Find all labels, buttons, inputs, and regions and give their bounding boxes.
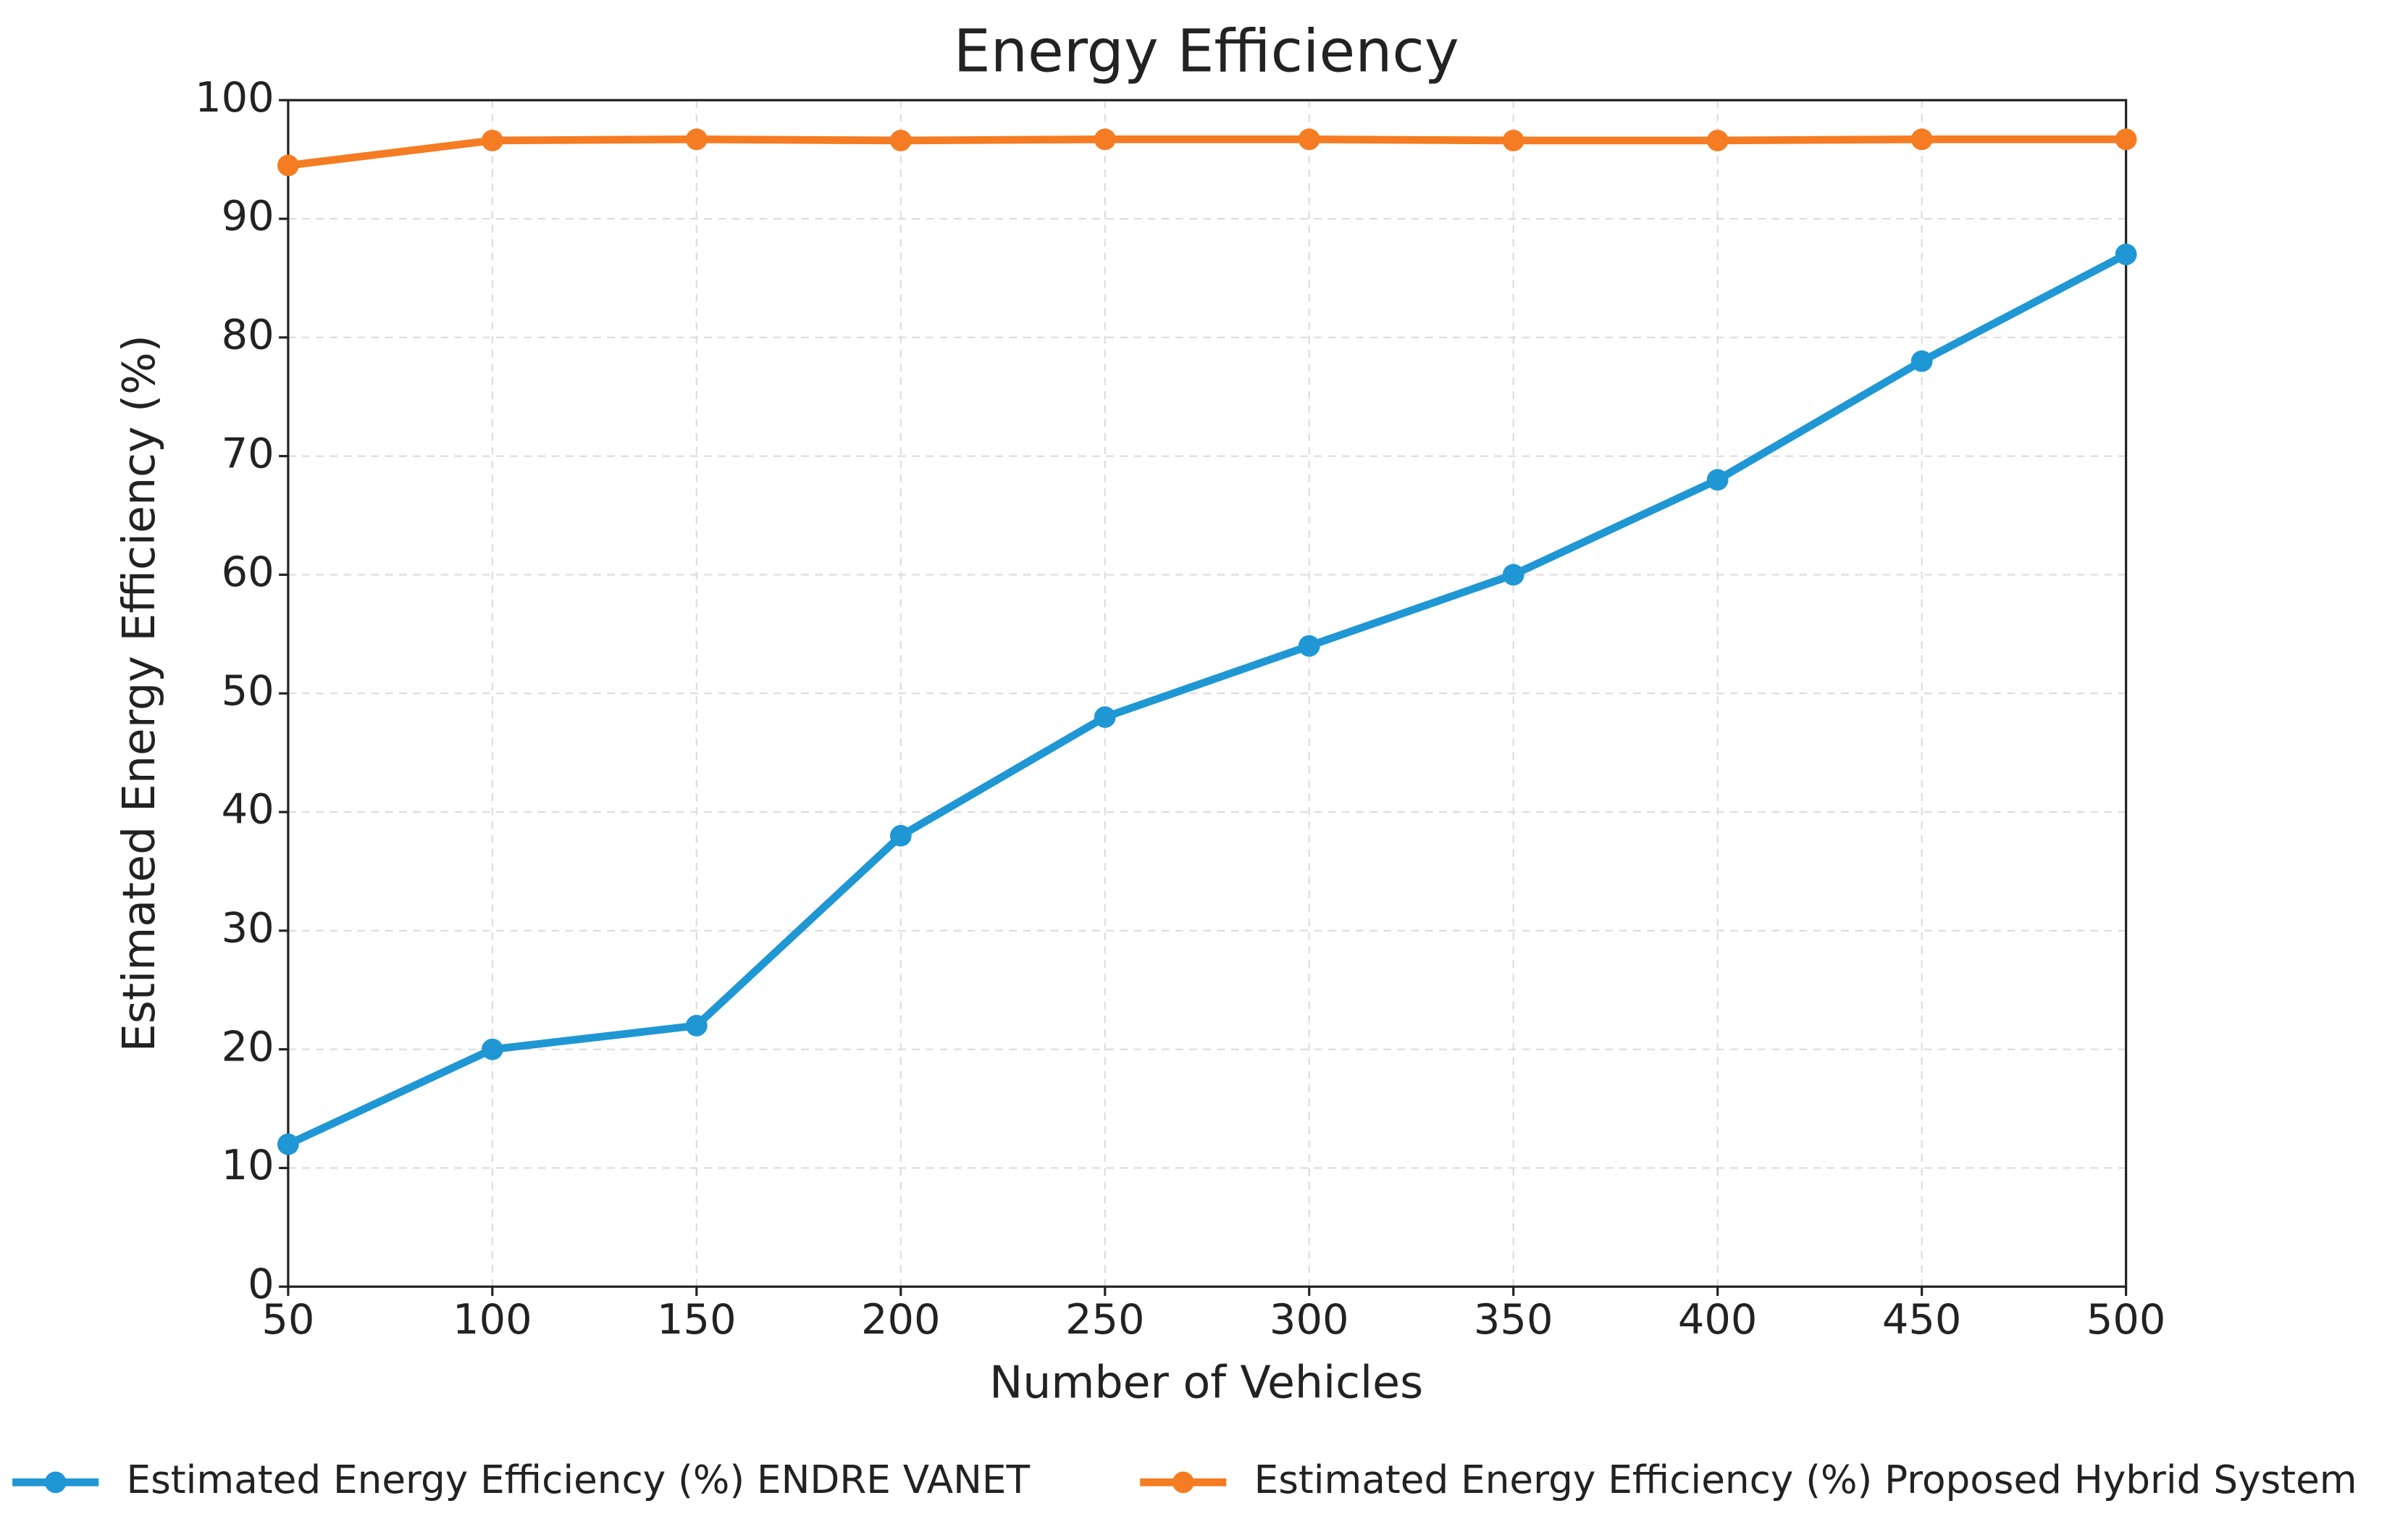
- y-tick-label: 0: [248, 1260, 274, 1308]
- y-tick-label: 40: [222, 785, 274, 834]
- data-point: [2115, 243, 2137, 266]
- x-tick-label: 300: [1270, 1295, 1349, 1344]
- y-tick-label: 70: [222, 429, 274, 477]
- legend-marker: [1172, 1471, 1194, 1494]
- data-point: [1094, 706, 1116, 728]
- y-tick-label: 30: [222, 903, 274, 952]
- data-point: [1706, 469, 1729, 491]
- y-tick-label: 100: [195, 73, 274, 122]
- series-line: [288, 135, 2126, 170]
- y-tick-label: 60: [222, 548, 274, 596]
- x-axis-label: Number of Vehicles: [989, 1356, 1423, 1408]
- data-point: [1298, 128, 1320, 151]
- data-point: [1706, 130, 1729, 151]
- data-point: [1910, 350, 1933, 372]
- plot-frame: [287, 99, 2128, 1288]
- x-tick-label: 250: [1065, 1295, 1145, 1344]
- x-tick-label: 450: [1882, 1295, 1962, 1344]
- data-point: [277, 1133, 299, 1155]
- x-tick-label: 50: [261, 1295, 314, 1344]
- x-tick-label: 500: [2086, 1295, 2166, 1344]
- data-point: [1910, 128, 1933, 151]
- data-point: [1502, 564, 1524, 586]
- y-tick-label: 90: [222, 192, 274, 240]
- data-point: [277, 154, 299, 177]
- x-tick-label: 350: [1474, 1295, 1553, 1344]
- data-point: [481, 130, 503, 151]
- data-point: [685, 128, 708, 151]
- y-tick-label: 10: [222, 1141, 274, 1189]
- y-axis-label: Estimated Energy Efficiency (%): [113, 335, 165, 1052]
- legend-label: Estimated Energy Efficiency (%) ENDRE VA…: [127, 1457, 1031, 1502]
- data-point: [1502, 130, 1524, 151]
- series-line: [286, 251, 2128, 1148]
- x-tick-label: 200: [861, 1295, 941, 1344]
- legend-label: Estimated Energy Efficiency (%) Proposed…: [1254, 1457, 2357, 1502]
- x-tick-label: 100: [453, 1295, 532, 1344]
- data-point: [2115, 128, 2137, 151]
- y-tick-label: 50: [222, 666, 274, 715]
- data-point: [1094, 128, 1116, 151]
- x-tick-label: 150: [657, 1295, 737, 1344]
- data-point: [481, 1038, 503, 1060]
- legend-marker: [44, 1471, 67, 1494]
- y-tick-label: 20: [222, 1022, 274, 1071]
- data-point: [685, 1014, 708, 1037]
- data-point: [889, 130, 912, 151]
- data-point: [889, 824, 912, 847]
- x-tick-label: 400: [1678, 1295, 1758, 1344]
- y-tick-label: 80: [222, 310, 274, 359]
- data-point: [1298, 635, 1320, 657]
- chart-title: Energy Efficiency: [954, 18, 1459, 86]
